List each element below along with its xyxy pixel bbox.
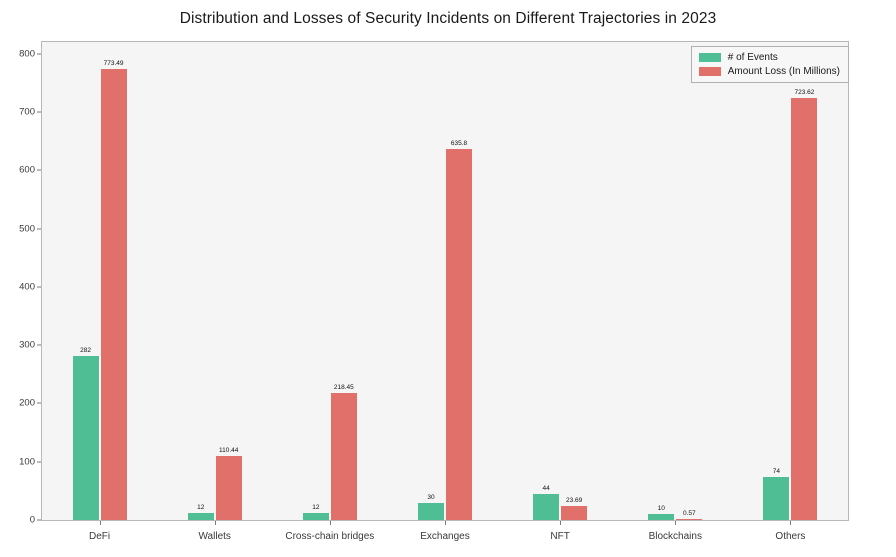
y-axis-tick-mark <box>37 286 41 288</box>
y-axis-tick-mark <box>37 53 41 55</box>
bar-loss <box>561 506 588 520</box>
bar-value-label: 773.49 <box>103 60 124 68</box>
x-axis-tick-label: Exchanges <box>420 531 470 542</box>
y-axis-tick-mark <box>37 519 41 521</box>
legend-label-events: # of Events <box>727 52 778 63</box>
legend-swatch-loss-icon <box>698 67 721 76</box>
bar-events <box>187 513 214 520</box>
y-axis-tick-mark <box>37 169 41 171</box>
x-axis-tick-label: DeFi <box>89 531 111 542</box>
bar-loss <box>100 69 127 520</box>
y-axis-tick-mark <box>37 461 41 463</box>
x-axis-tick-mark <box>790 521 792 525</box>
plot-area: 282 773.49 12 110.44 12 218.45 30 635.8 44 23.69 1… <box>41 41 849 521</box>
y-axis-tick-mark <box>37 228 41 230</box>
bar-value-label: 74 <box>772 467 781 475</box>
bar-loss <box>330 392 357 520</box>
bar-events <box>418 502 444 520</box>
bar-value-label: 23.69 <box>566 497 583 505</box>
x-axis-tick-label: Cross-chain bridges <box>285 531 375 542</box>
bar-events <box>648 514 675 520</box>
y-axis-tick-label: 500 <box>19 223 35 235</box>
x-axis-tick-mark <box>99 521 101 525</box>
y-axis-tick-label: 600 <box>19 164 35 176</box>
y-axis-tick-label: 300 <box>19 339 35 351</box>
bar-value-label: 12 <box>197 504 205 512</box>
x-axis-tick-label: Blockchains <box>648 531 702 542</box>
bars-container: 282 773.49 12 110.44 12 218.45 30 635.8 44 23.69 1… <box>42 42 848 520</box>
bar-value-label: 10 <box>657 505 665 513</box>
bar-events <box>763 476 790 520</box>
y-axis-tick-mark <box>37 111 41 113</box>
x-axis-tick-mark <box>214 521 216 525</box>
x-axis-tick-mark <box>329 521 331 525</box>
x-axis-tick-label: Others <box>775 531 806 542</box>
bar-value-label: 723.62 <box>794 89 815 97</box>
bar-events <box>302 513 329 520</box>
bar-events <box>533 494 560 520</box>
bar-value-label: 110.44 <box>219 446 239 454</box>
y-axis-tick-label: 100 <box>19 456 35 468</box>
bar-value-label: 218.45 <box>333 383 354 391</box>
x-axis-tick-label: NFT <box>550 531 570 542</box>
y-axis-tick-mark <box>37 344 41 346</box>
bar-value-label: 282 <box>80 346 91 354</box>
y-axis-tick-mark <box>37 402 41 404</box>
bar-value-label: 30 <box>427 493 435 501</box>
bar-value-label: 0.57 <box>682 510 696 517</box>
y-axis-tick-label: 200 <box>19 397 35 409</box>
bar-value-label: 44 <box>542 485 550 493</box>
bar-value-label: 12 <box>312 504 320 512</box>
bar-loss <box>446 149 472 520</box>
chart-legend: # of Events Amount Loss (In Millions) <box>690 46 849 83</box>
y-axis: 0 100 200 300 400 500 600 700 800 <box>0 41 41 526</box>
y-axis-tick-label: 400 <box>19 281 35 293</box>
chart-title: Distribution and Losses of Security Inci… <box>179 10 717 27</box>
y-axis-tick-label: 800 <box>19 48 35 60</box>
y-axis-tick-label: 700 <box>19 106 35 118</box>
legend-item-loss: Amount Loss (In Millions) <box>698 66 840 77</box>
bar-events <box>72 355 99 520</box>
x-axis: DeFi Wallets Cross-chain bridges Exchanges N… <box>41 521 849 555</box>
x-axis-tick-mark <box>675 521 677 525</box>
legend-label-loss: Amount Loss (In Millions) <box>727 66 840 77</box>
legend-swatch-events-icon <box>698 53 721 62</box>
bar-loss <box>791 98 818 520</box>
bar-loss <box>676 519 703 520</box>
y-axis-tick-label: 0 <box>29 514 35 526</box>
x-axis-tick-label: Wallets <box>198 531 231 542</box>
x-axis-tick-mark <box>445 521 446 525</box>
bar-value-label: 635.8 <box>450 140 468 148</box>
bar-loss <box>215 455 242 520</box>
legend-item-events: # of Events <box>698 52 840 63</box>
x-axis-tick-mark <box>560 521 562 525</box>
